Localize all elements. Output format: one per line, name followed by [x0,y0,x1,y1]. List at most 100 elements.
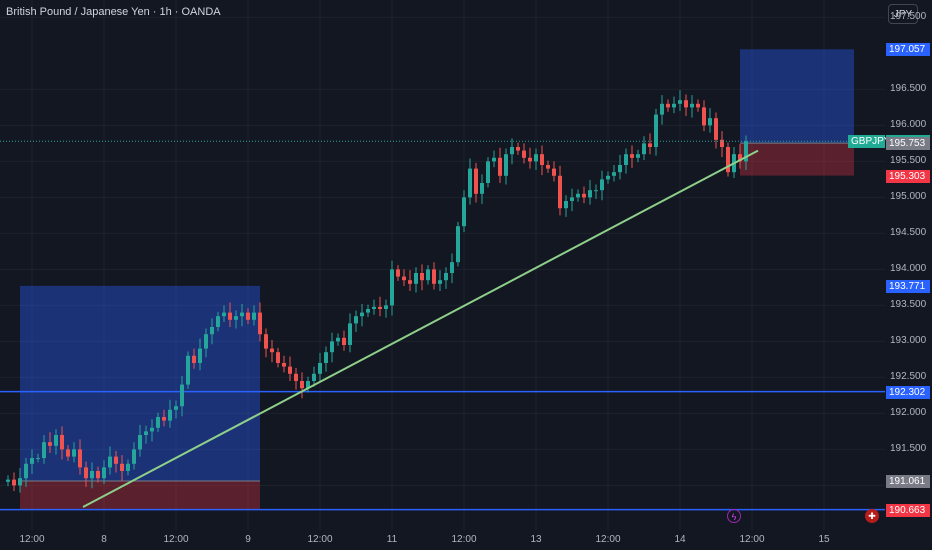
position-stop-zone[interactable] [20,481,260,510]
candle [468,168,472,198]
candle [246,312,250,320]
price-axis-bg [885,0,932,550]
candle [516,147,520,151]
price-label-box: 192.302 [886,385,930,399]
price-label-box: 195.753 [886,137,930,151]
candle [102,467,106,479]
candle [198,348,202,363]
time-tick-label: 11 [386,534,398,545]
candle [30,458,34,464]
candle [60,435,64,450]
candle [408,280,412,284]
candle [342,337,346,345]
candle [666,103,670,108]
candle [720,139,724,147]
candle [690,103,694,108]
time-tick-label: 14 [674,534,686,545]
candle [138,435,142,450]
candle [510,147,514,155]
time-tick-label: 12:00 [307,534,333,545]
candle [474,168,478,194]
time-tick-label: 12:00 [19,534,45,545]
candle [336,337,340,342]
candle [132,449,136,464]
candle [228,312,232,320]
candle [258,312,262,335]
candle [402,276,406,281]
candle [276,352,280,363]
candle [618,165,622,173]
price-tick-label: 192.500 [890,371,927,383]
candle [642,143,646,155]
candle [546,165,550,169]
candle [378,306,382,309]
candle [186,355,190,385]
candle [282,363,286,367]
candle [702,107,706,126]
time-tick-label: 13 [530,534,542,545]
time-axis-bg [0,530,885,550]
candle [306,381,310,389]
price-tick-label: 194.000 [890,263,927,275]
time-tick-label: 12:00 [163,534,189,545]
candle [126,463,130,471]
position-target-zone[interactable] [740,49,854,144]
price-label-box: 190.663 [886,503,930,517]
candle [534,154,538,162]
candle [210,327,214,335]
candle [558,175,562,209]
candle [72,449,76,457]
candle [354,316,358,324]
price-tick-label: 195.000 [890,191,927,203]
price-tick-label: 196.500 [890,83,927,95]
candle [90,471,94,479]
candle [18,478,22,486]
candle [738,154,742,162]
price-tick-label: 196.000 [890,119,927,131]
candle [222,312,226,317]
candle [96,471,100,479]
price-tick-label: 192.000 [890,407,927,419]
candle [570,197,574,201]
candle [504,154,508,176]
candle [12,479,16,486]
candle [318,363,322,374]
candle [678,100,682,104]
candle [144,431,148,435]
candle [726,147,730,173]
candle [150,427,154,432]
position-stop-zone[interactable] [740,143,854,176]
candle [234,316,238,320]
candle [426,269,430,281]
candle [240,312,244,317]
currency-button[interactable]: JPY [888,4,918,24]
price-label-box: 197.057 [886,43,930,57]
candle [324,352,328,363]
candle [492,157,496,162]
candle [192,355,196,363]
candle [24,463,28,479]
candle [582,193,586,198]
candle [372,306,376,309]
candle [450,262,454,273]
candle [480,183,484,194]
price-tick-label: 191.500 [890,443,927,455]
price-label-box: 193.771 [886,279,930,293]
flash-alert-icon[interactable]: ϟ [727,509,741,523]
trend-line[interactable] [82,149,759,508]
position-tools[interactable] [20,49,854,510]
time-tick-label: 9 [245,534,251,545]
candle [576,193,580,198]
candle [300,381,304,389]
candle [660,103,664,115]
time-tick-label: 12:00 [739,534,765,545]
candle [78,449,82,468]
candle [294,373,298,381]
candle [486,161,490,183]
uk-flag-icon[interactable]: ✚ [865,509,879,523]
candle [270,348,274,353]
candle [42,442,46,459]
candle [216,316,220,327]
candle [744,141,748,162]
